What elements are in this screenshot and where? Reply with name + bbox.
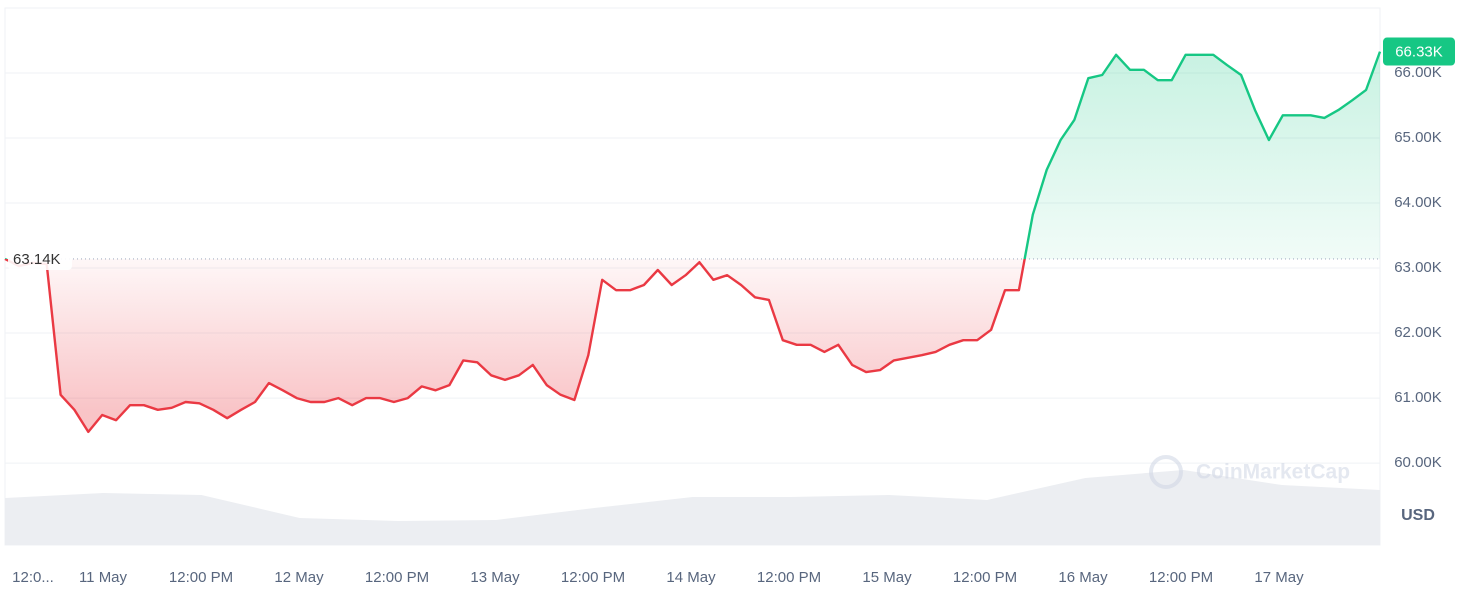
y-tick-label: 65.00K [1394,129,1442,146]
x-tick-label: 12:00 PM [365,569,429,586]
price-area [5,51,1380,432]
x-tick-label: 12:00 PM [757,569,821,586]
x-tick-label: 12:0... [12,569,54,586]
x-tick-label: 13 May [470,569,520,586]
x-tick-label: 11 May [79,569,128,586]
current-price-badge [1383,37,1455,66]
x-tick-label: 12:00 PM [1149,569,1213,586]
x-tick-label: 12 May [274,569,324,586]
y-tick-label: 61.00K [1394,389,1442,406]
watermark: CoinMarketCap [1149,455,1350,489]
y-tick-label: 64.00K [1394,194,1442,211]
x-tick-label: 16 May [1058,569,1108,586]
currency-label: USD [1401,507,1435,524]
y-tick-label: 62.00K [1394,324,1442,341]
y-tick-label: 63.00K [1394,259,1442,276]
y-tick-label: 66.00K [1394,64,1442,81]
x-tick-label: 12:00 PM [561,569,625,586]
current-price-label: 66.33K [1395,44,1443,61]
x-tick-label: 12:00 PM [953,569,1017,586]
baseline-label-bg [8,247,72,270]
volume-area [5,470,1380,545]
x-tick-label: 12:00 PM [169,569,233,586]
price-line [4,51,1382,434]
watermark-text: CoinMarketCap [1196,461,1350,484]
x-tick-label: 14 May [666,569,716,586]
baseline-label: 63.14K [13,251,61,268]
x-tick-label: 15 May [862,569,912,586]
y-tick-label: 60.00K [1394,454,1442,471]
x-tick-label: 17 May [1254,569,1304,586]
